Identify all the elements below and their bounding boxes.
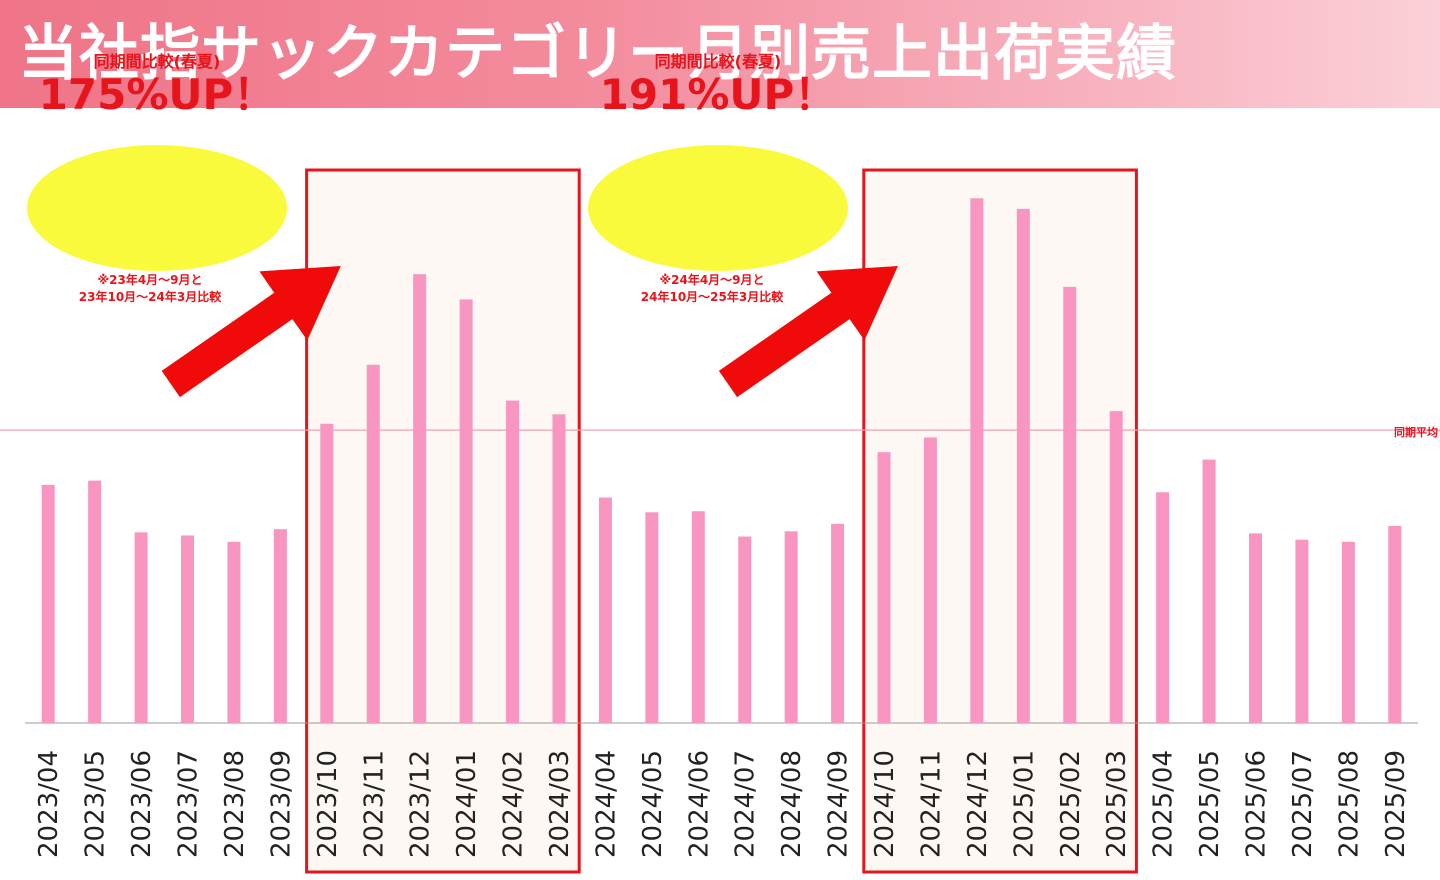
x-tick-label: 2024/05 — [638, 750, 668, 858]
x-tick-label: 2024/04 — [591, 750, 621, 858]
bar-2024-02 — [506, 400, 520, 723]
bar-2024-10 — [877, 452, 891, 723]
bar-2025-06 — [1248, 533, 1262, 723]
x-tick-label: 2024/06 — [684, 750, 714, 858]
bar-chart: 2023/04 2023/05 2023/06 2023/07 2023/08 2023/… — [0, 145, 1440, 874]
x-tick-label: 2024/10 — [870, 750, 900, 858]
x-tick-label: 2024/09 — [824, 750, 854, 858]
callout-arrow-1 — [161, 266, 341, 398]
x-tick-label: 2023/06 — [127, 750, 157, 858]
bar-2025-04 — [1156, 492, 1170, 723]
x-tick-label: 2025/04 — [1149, 750, 1179, 858]
comparison-note-1-line1: ※23年4月～9月と — [97, 273, 203, 287]
bar-2024-11 — [923, 437, 937, 723]
callout-arrow-2 — [718, 266, 898, 398]
bar-2024-09 — [831, 523, 845, 723]
page-title: 当社指サックカテゴリー月別売上出荷実績 — [18, 19, 1177, 89]
bar-2025-08 — [1341, 541, 1355, 723]
bar-2023-07 — [181, 535, 195, 723]
bar-2025-03 — [1109, 411, 1123, 723]
x-tick-label: 2023/07 — [174, 750, 204, 858]
bar-2023-09 — [273, 529, 287, 723]
x-tick-label: 2025/03 — [1102, 750, 1132, 858]
callout-ellipse-1 — [27, 145, 287, 271]
bar-2024-03 — [552, 414, 566, 723]
bar-2024-12 — [970, 198, 984, 724]
bar-2025-05 — [1202, 459, 1216, 723]
x-tick-label: 2023/04 — [34, 750, 64, 858]
x-tick-label: 2024/08 — [777, 750, 807, 858]
comparison-callout-2: 同期間比較(春夏) 191%UP！ — [590, 52, 846, 118]
bar-2023-11 — [366, 364, 380, 723]
bar-2023-08 — [227, 541, 241, 723]
bar-2024-08 — [784, 531, 798, 723]
bar-2023-06 — [134, 532, 148, 723]
comparison-callout-1: 同期間比較(春夏) 175%UP！ — [30, 52, 284, 118]
x-tick-label: 2024/11 — [916, 750, 946, 858]
comparison-note-2-line2: 24年10月～25年3月比較 — [640, 290, 784, 304]
comparison-note-2-line1: ※24年4月～9月と — [659, 273, 765, 287]
comparison-note-1-line2: 23年10月～24年3月比較 — [78, 290, 222, 304]
x-tick-label: 2023/12 — [406, 750, 436, 858]
bar-2023-12 — [413, 274, 427, 723]
bar-2024-05 — [645, 512, 659, 723]
comparison-note-2: ※24年4月～9月と 24年10月～25年3月比較 — [602, 272, 822, 306]
x-tick-label: 2023/10 — [313, 750, 343, 858]
x-tick-label: 2023/09 — [266, 750, 296, 858]
bar-2023-10 — [320, 423, 334, 723]
x-tick-label: 2024/12 — [963, 750, 993, 858]
bar-2024-01 — [459, 299, 473, 723]
x-tick-label: 2024/03 — [545, 750, 575, 858]
x-tick-label: 2023/08 — [220, 750, 250, 858]
bar-2025-09 — [1388, 525, 1402, 723]
bar-2024-06 — [691, 511, 705, 723]
comparison-note-1: ※23年4月～9月と 23年10月～24年3月比較 — [40, 272, 260, 306]
bar-2025-01 — [1016, 208, 1030, 723]
x-tick-label: 2025/01 — [1009, 750, 1039, 858]
highlight-box-1 — [305, 168, 581, 874]
x-tick-label: 2023/11 — [359, 750, 389, 858]
comparison-subtitle-1: 同期間比較(春夏) — [93, 52, 221, 71]
comparison-headline-2: 191%UP！ — [599, 70, 837, 119]
x-tick-label: 2024/07 — [731, 750, 761, 858]
x-tick-label: 2025/09 — [1381, 750, 1411, 858]
reference-line-label: 同期平均 — [1394, 426, 1438, 439]
comparison-headline-1: 175%UP！ — [38, 70, 276, 119]
x-tick-label: 2025/08 — [1334, 750, 1364, 858]
x-tick-label: 2025/07 — [1288, 750, 1318, 858]
bar-2025-02 — [1063, 286, 1077, 723]
x-tick-label: 2024/02 — [499, 750, 529, 858]
x-tick-label: 2025/05 — [1195, 750, 1225, 858]
comparison-subtitle-2: 同期間比較(春夏) — [654, 52, 782, 71]
bar-2024-04 — [598, 497, 612, 723]
highlight-box-2 — [862, 168, 1138, 874]
x-tick-label: 2025/02 — [1056, 750, 1086, 858]
title-banner: 当社指サックカテゴリー月別売上出荷実績 — [0, 0, 1440, 108]
x-tick-label: 2025/06 — [1241, 750, 1271, 858]
x-tick-label: 2023/05 — [81, 750, 111, 858]
x-tick-label: 2024/01 — [452, 750, 482, 858]
callout-ellipse-2 — [588, 145, 848, 271]
bar-2024-07 — [738, 536, 752, 723]
bar-2023-05 — [88, 480, 102, 723]
bar-2023-04 — [41, 484, 55, 723]
bar-2025-07 — [1295, 539, 1309, 723]
